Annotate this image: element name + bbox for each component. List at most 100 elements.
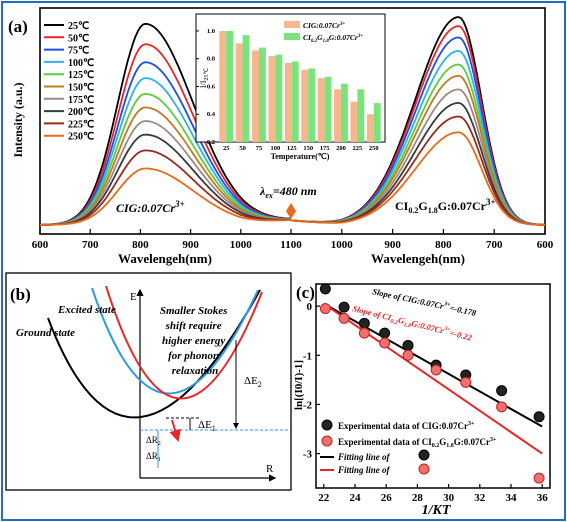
inset-y-tick-label: 0.2 [207, 139, 215, 146]
panel-a-right-xlabel: Wavelengeh(nm) [371, 251, 465, 266]
inset-bar [284, 62, 292, 142]
c-y-tick-label: -1 [303, 350, 312, 362]
data-point [319, 283, 331, 295]
energy-axis-label: E [130, 291, 137, 303]
x-tick-label: 900 [384, 239, 401, 251]
inset-bar [373, 103, 381, 142]
c-x-tick-label: 26 [381, 492, 393, 504]
panel-c-ticks: 22 24 26 28 30 32 34 36 0 -1 -2 -3 [303, 301, 548, 504]
ground-state-curve [47, 289, 261, 419]
c-x-tick-label: 22 [318, 492, 330, 504]
left-emission-curve [40, 43, 291, 226]
inset-bar [366, 114, 374, 142]
data-point [338, 301, 350, 313]
x-tick-label: 1000 [331, 239, 354, 251]
c-x-tick-label: 36 [537, 492, 549, 504]
panel-a-left-sample: CIG:0.07Cr3+ [116, 199, 185, 215]
inset-x-tick-label: 225 [353, 145, 364, 152]
inset-bar [226, 30, 234, 142]
legend-fit-cig-marker [418, 449, 430, 461]
inset-x-tick-label: 25 [223, 145, 230, 152]
relaxation-arrow [169, 419, 181, 442]
inset-y-tick-label: 0.6 [207, 83, 216, 90]
panel-a-left-xlabel: Wavelengeh(nm) [118, 251, 212, 266]
data-point [496, 385, 508, 397]
legend-exp-cig-marker [321, 419, 333, 431]
left-emission-curve [40, 133, 292, 226]
inset-bar [268, 55, 276, 142]
panel-a-axes-frame [39, 7, 546, 235]
legend-exp-cigg-marker [321, 435, 333, 447]
data-point [533, 411, 545, 423]
panel-c: (c) 22 24 26 28 30 32 34 36 0 -1 -2 -3 1/KT ln[(I0/… [293, 283, 551, 518]
panel-b-label: (b) [10, 285, 31, 304]
panel-a-label: (a) [8, 17, 28, 36]
inset-x-tick-label: 125 [287, 145, 298, 152]
left-emission-curve [40, 149, 292, 226]
data-point [379, 327, 391, 339]
panel-c-axes-frame [315, 283, 551, 489]
legend-label: 100℃ [68, 58, 94, 69]
panel-c-label: (c) [296, 283, 315, 302]
delta-e1-label: ΔE1 [198, 419, 216, 433]
inset-y-tick-label: 0.4 [207, 111, 216, 118]
x-tick-label: 900 [182, 239, 199, 251]
inset-bar [341, 83, 348, 142]
legend-label: 75℃ [68, 46, 89, 57]
excitation-marker [286, 203, 296, 219]
panel-a-curves [39, 16, 546, 226]
inset-x-tick-label: 175 [320, 145, 331, 152]
legend-label: 50℃ [68, 33, 89, 44]
x-tick-label: 700 [82, 239, 99, 251]
data-point [338, 312, 350, 324]
panel-c-legend: Experimental data of CIG:0.07Cr3+ Experi… [320, 419, 497, 475]
panel-c-xlabel: 1/KT [422, 503, 452, 518]
x-tick-label: 700 [486, 239, 503, 251]
inset-bar [219, 30, 227, 142]
x-tick-label: 800 [435, 239, 452, 251]
inset-bar [334, 89, 341, 142]
data-point [358, 327, 370, 339]
left-emission-curve [40, 167, 292, 226]
legend-label: 25℃ [68, 21, 89, 32]
legend-exp-cig: Experimental data of CIG:0.07Cr3+ [338, 421, 475, 431]
data-point [533, 472, 545, 484]
c-x-tick-label: 28 [412, 492, 424, 504]
panel-c-points [319, 283, 545, 484]
panel-a-ylabel: Intensity (a.u.) [11, 82, 25, 157]
c-x-tick-label: 34 [506, 492, 518, 504]
delta-e2-label: ΔE2 [244, 375, 262, 389]
inset-x-tick-label: 75 [256, 145, 263, 152]
inset-bar [242, 35, 250, 142]
inset-x-tick-label: 150 [303, 145, 313, 152]
data-point [402, 349, 414, 361]
panel-a-excitation: λex=480 nm [259, 184, 317, 200]
legend-fit-cigg-marker [418, 463, 430, 475]
ground-state-label: Ground state [16, 327, 75, 339]
inset-ylabel: I/I25℃ [199, 68, 210, 89]
legend-fit-cigg: Fitting line of [337, 465, 391, 475]
data-point [430, 364, 442, 376]
data-point [379, 337, 391, 349]
panel-a-ticks: 600 700 800 900 1000 1100 1000 900 800 700 600 [32, 229, 554, 251]
inset-bar [275, 54, 283, 142]
inset-bar [259, 47, 266, 142]
legend-label: 175℃ [68, 95, 94, 106]
x-tick-label: 600 [537, 239, 554, 251]
data-point [402, 339, 414, 351]
panel-c-ylabel: ln[(I0/I)-1] [293, 360, 305, 410]
inset-legend-swatch [284, 33, 300, 40]
c-y-tick-label: -3 [303, 449, 313, 461]
x-tick-label: 1100 [280, 239, 302, 251]
inset-bar [308, 68, 316, 142]
legend-exp-cigg: Experimental data of CI0.2G1.8G:0.07Cr3+ [338, 437, 497, 449]
inset-legend-label-cigg: CI0.2G1.8G:0.07Cr3+ [303, 33, 363, 44]
coordinate-axis-label: R [266, 463, 274, 475]
c-y-tick-label: -2 [303, 399, 313, 411]
inset-legend-swatch [284, 21, 300, 28]
inset-legend: CIG:0.07Cr3+ CI0.2G1.8G:0.07Cr3+ [284, 21, 363, 44]
inset-bar [350, 101, 358, 142]
